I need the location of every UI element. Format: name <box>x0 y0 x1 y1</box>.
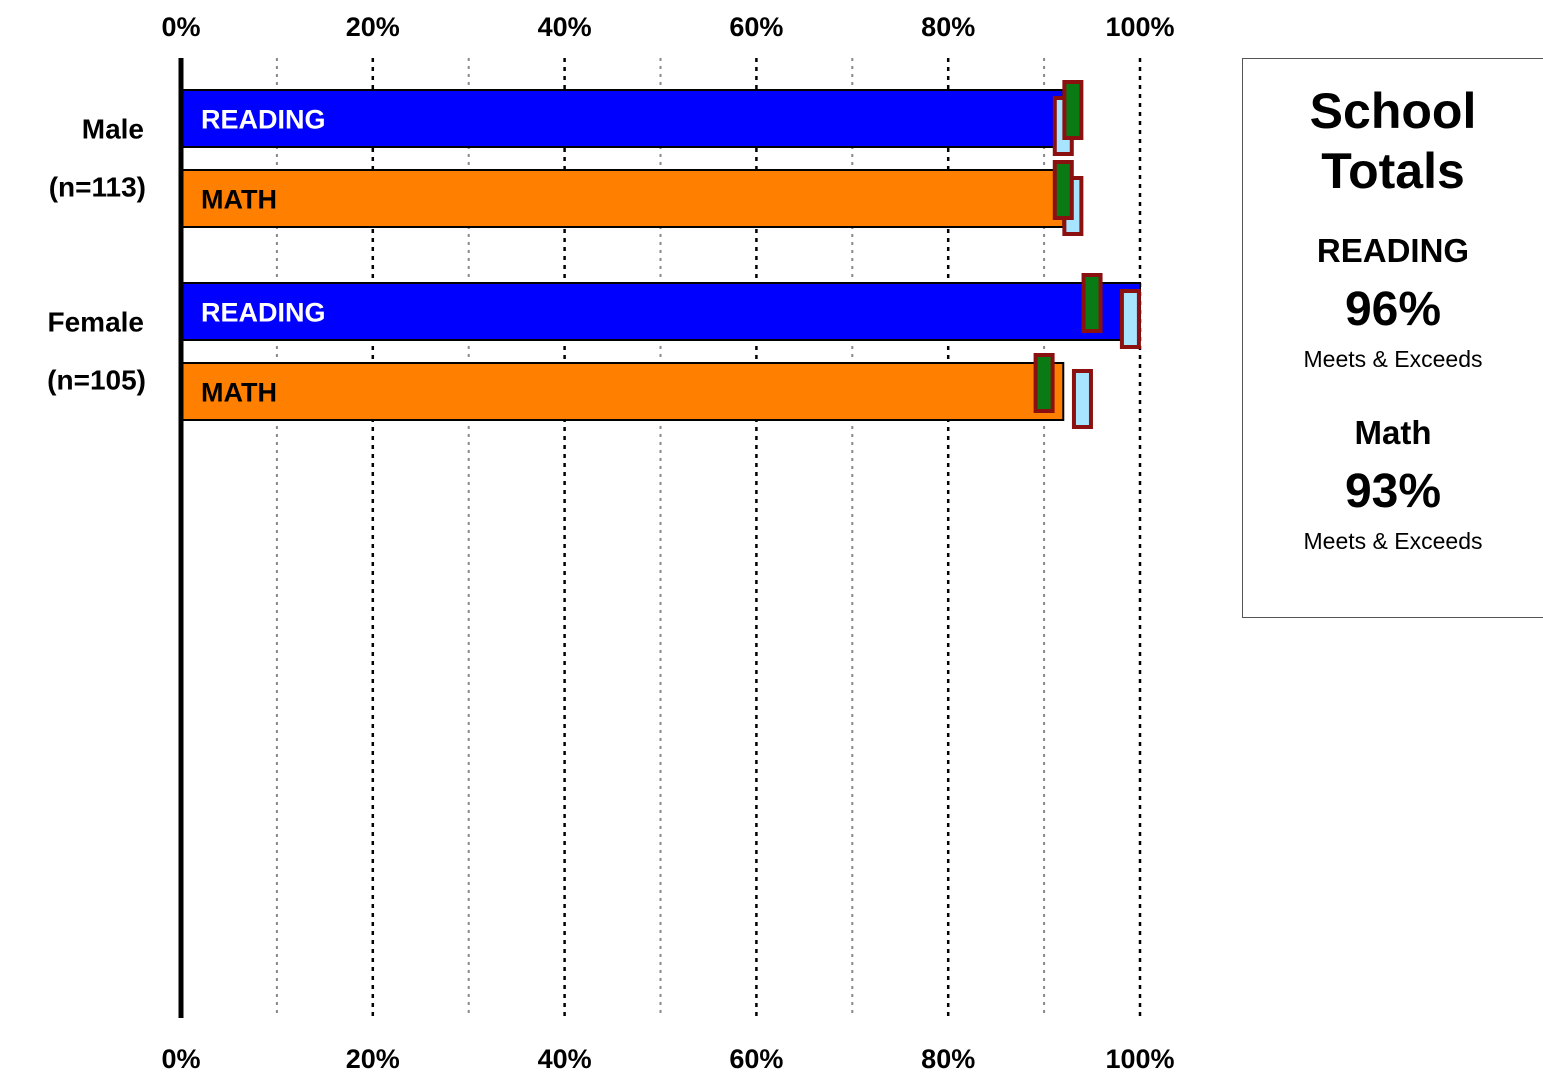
totals-title-line2: Totals <box>1321 143 1465 199</box>
reading-label: READING <box>1316 232 1470 269</box>
bar <box>180 89 1065 148</box>
x-tick-label-top: 100% <box>1105 12 1174 42</box>
green-marker <box>1052 160 1074 220</box>
x-tick-label-bottom: 40% <box>538 1044 592 1074</box>
totals-title-line1: School <box>1309 83 1477 139</box>
x-tick-label-top: 60% <box>729 12 783 42</box>
bar <box>180 282 1141 341</box>
green-marker <box>1033 353 1055 413</box>
blue-marker <box>1119 289 1141 349</box>
green-marker <box>1062 80 1084 140</box>
bar <box>180 362 1065 421</box>
group-label: Male <box>82 114 144 145</box>
bar-label: MATH <box>201 378 277 408</box>
reading-note: Meets & Exceeds <box>1303 346 1483 372</box>
bar-label: READING <box>201 298 326 328</box>
x-tick-label-top: 20% <box>346 12 400 42</box>
math-note: Meets & Exceeds <box>1303 528 1483 554</box>
bar-label: READING <box>201 105 326 135</box>
x-tick-label-bottom: 80% <box>921 1044 975 1074</box>
green-marker <box>1081 273 1103 333</box>
x-tick-label-top: 80% <box>921 12 975 42</box>
group-n-label: (n=113) <box>49 172 146 203</box>
x-tick-label-top: 40% <box>538 12 592 42</box>
blue-marker <box>1071 369 1093 429</box>
totals-title: School Totals <box>1243 81 1543 201</box>
bar <box>180 169 1065 228</box>
bar-label: MATH <box>201 185 277 215</box>
reading-value: 96% <box>1344 283 1442 336</box>
x-tick-label-top: 0% <box>161 12 200 42</box>
x-tick-label-bottom: 60% <box>729 1044 783 1074</box>
math-label: Math <box>1354 414 1432 451</box>
group-n-label: (n=105) <box>47 365 146 396</box>
x-tick-label-bottom: 100% <box>1105 1044 1174 1074</box>
math-value: 93% <box>1344 465 1442 518</box>
x-tick-label-bottom: 0% <box>161 1044 200 1074</box>
group-label: Female <box>48 307 145 338</box>
school-totals-panel: School Totals READING 96% Meets & Exceed… <box>1242 58 1543 618</box>
x-tick-label-bottom: 20% <box>346 1044 400 1074</box>
